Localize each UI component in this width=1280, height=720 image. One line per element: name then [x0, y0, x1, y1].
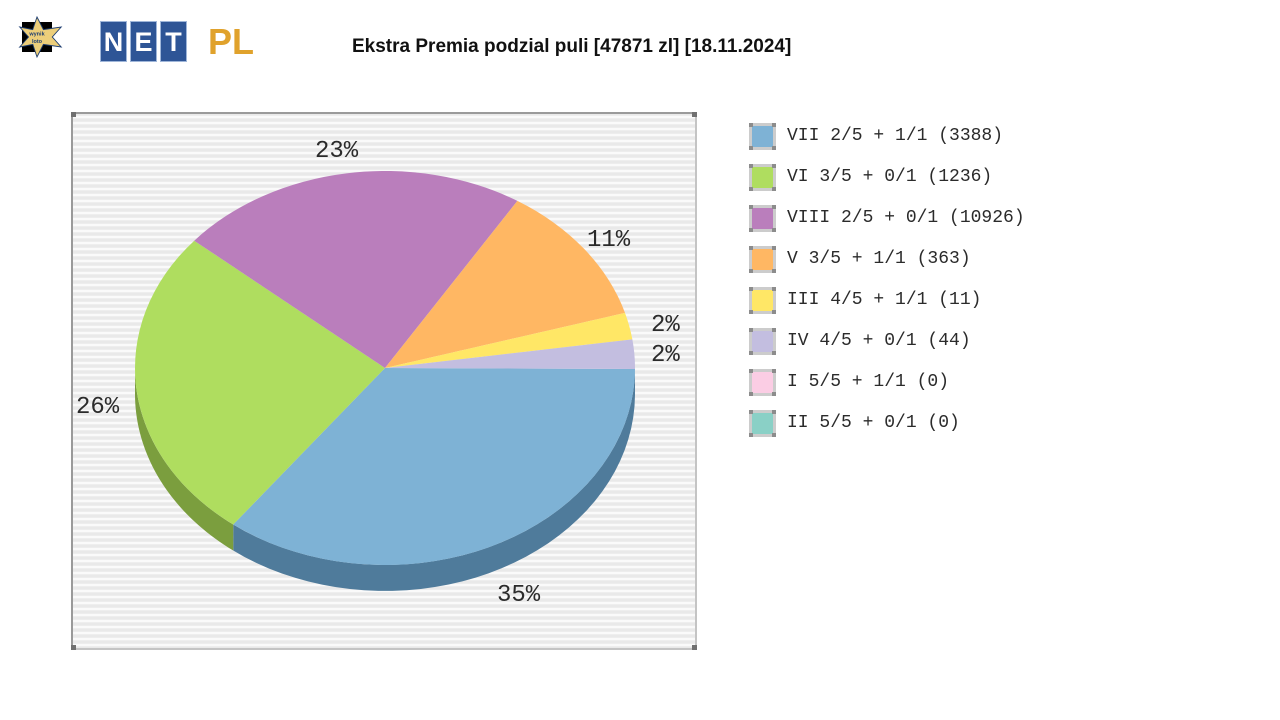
svg-text:loto: loto	[32, 39, 43, 45]
svg-text:wynik: wynik	[28, 32, 45, 38]
